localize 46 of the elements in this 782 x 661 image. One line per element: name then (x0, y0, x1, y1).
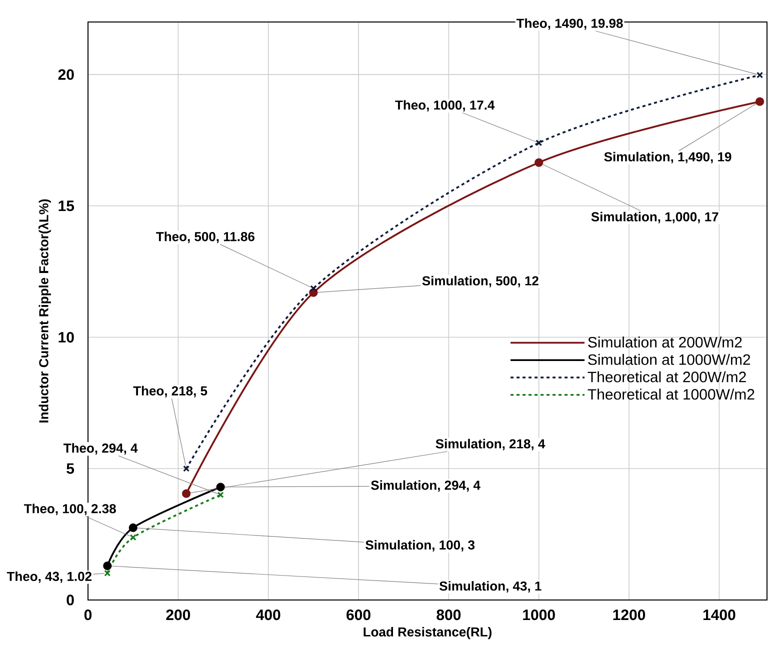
annotation: Theo, 1000, 17.4 (395, 100, 495, 112)
point (536, 140, 542, 146)
annotation: Theo, 500, 11.86 (156, 232, 254, 244)
y-tick-label: 5 (66, 463, 74, 474)
x-tick-label: 1000 (523, 610, 555, 620)
point (310, 285, 317, 292)
legend-label: Theoretical at 200W/m2 (588, 371, 746, 382)
annotation: Theo, 100, 2.38 (24, 504, 116, 516)
y-tick-label: 20 (58, 69, 74, 80)
legend-label: Simulation at 200W/m2 (588, 336, 742, 348)
point (534, 158, 544, 167)
point (104, 570, 111, 576)
point (756, 72, 764, 78)
x-tick-label: 200 (166, 610, 190, 620)
point (182, 489, 191, 498)
annotation: Theo, 43, 1.02 (6, 571, 92, 583)
point (755, 97, 764, 106)
annotation: Simulation, 218, 4 (436, 438, 546, 450)
point (183, 465, 190, 472)
x-tick-label: 400 (256, 610, 280, 620)
legend-label: Simulation at 1000W/m2 (588, 354, 750, 365)
legend-label: Theoretical at 1000W/m2 (588, 388, 754, 400)
annotation: Simulation, 43, 1 (439, 581, 542, 593)
x-tick-label: 1200 (613, 610, 646, 620)
annotation: Simulation, 1,490, 19 (604, 152, 732, 164)
annotation: Theo, 294, 4 (63, 443, 138, 455)
point (217, 492, 224, 498)
point (216, 482, 225, 492)
annotation: Simulation, 100, 3 (366, 540, 475, 552)
annotation: Simulation, 1,000, 17 (591, 212, 718, 224)
annotation: Simulation, 500, 12 (422, 276, 538, 288)
x-tick-label: 600 (346, 610, 370, 620)
y-tick-label: 0 (66, 594, 74, 606)
annotation: Simulation, 294, 4 (371, 480, 480, 492)
y-tick-label: 10 (58, 332, 74, 343)
annotation: Theo, 1490, 19.98 (516, 18, 623, 30)
y-tick-label: 15 (58, 200, 74, 212)
point (103, 562, 112, 570)
y-axis-title: Inductor Current Ripple Factor(λL%) (38, 199, 51, 422)
x-tick-label: 1400 (703, 610, 736, 620)
point (130, 534, 136, 541)
x-tick-label: 0 (84, 610, 92, 620)
x-axis-title: Load Resistance(RL) (364, 627, 492, 640)
x-tick-label: 800 (436, 610, 461, 620)
point (128, 523, 138, 532)
annotation: Theo, 218, 5 (133, 386, 208, 398)
